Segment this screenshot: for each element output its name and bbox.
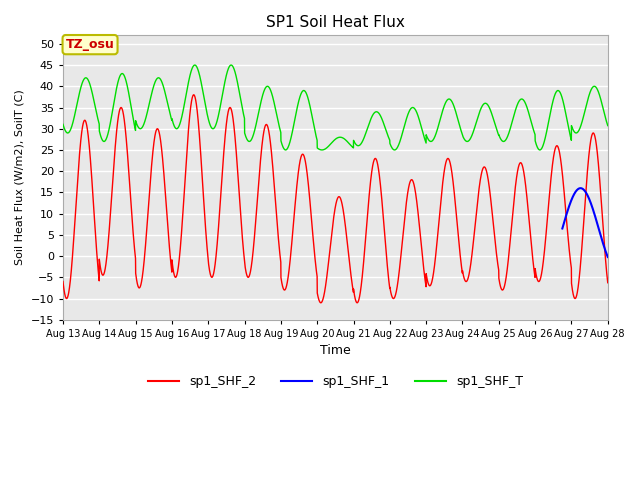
Y-axis label: Soil Heat Flux (W/m2), SoilT (C): Soil Heat Flux (W/m2), SoilT (C) — [15, 90, 25, 265]
X-axis label: Time: Time — [320, 344, 351, 357]
Legend: sp1_SHF_2, sp1_SHF_1, sp1_SHF_T: sp1_SHF_2, sp1_SHF_1, sp1_SHF_T — [143, 370, 528, 393]
Title: SP1 Soil Heat Flux: SP1 Soil Heat Flux — [266, 15, 404, 30]
Text: TZ_osu: TZ_osu — [66, 38, 115, 51]
